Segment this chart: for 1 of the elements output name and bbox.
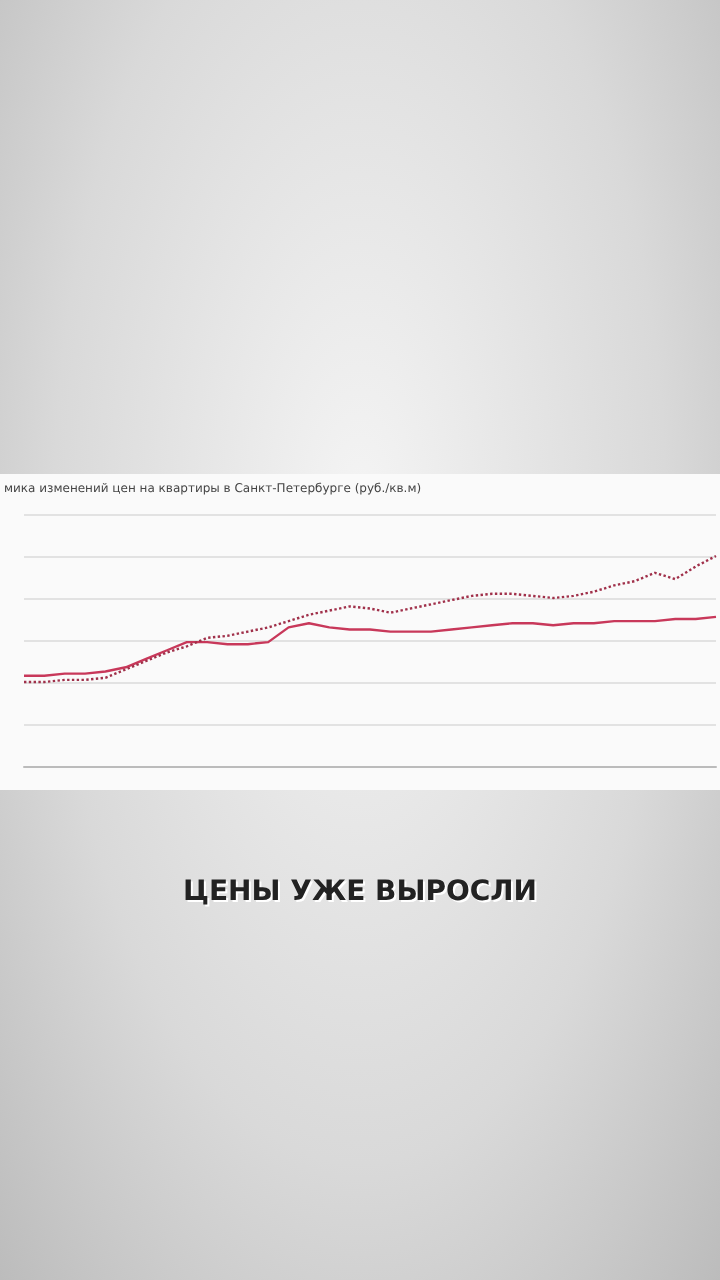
text: ЦЕНЫ УЖЕ ВЫРОСЛИ	[181, 876, 539, 908]
